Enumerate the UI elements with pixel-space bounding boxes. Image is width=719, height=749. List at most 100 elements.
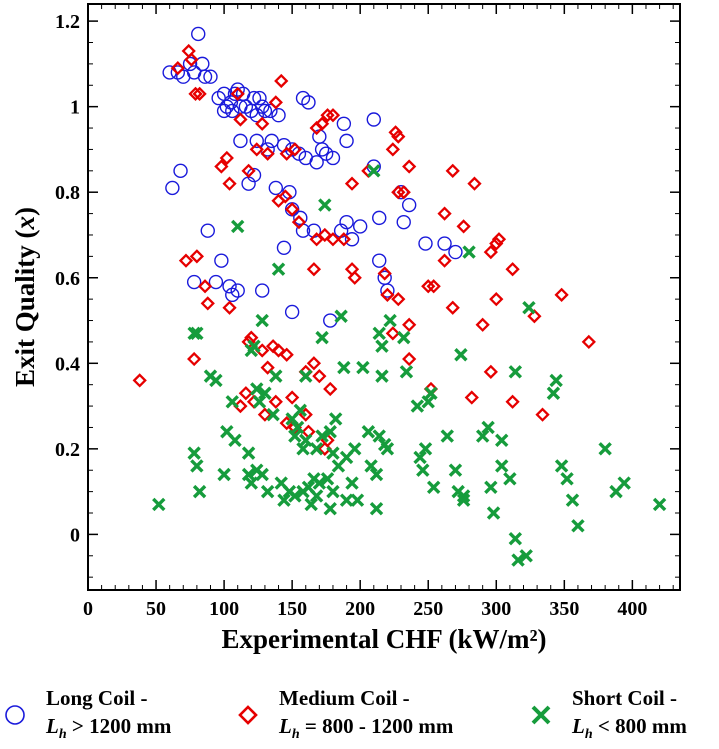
data-point-x xyxy=(309,442,324,456)
data-point-circle xyxy=(264,133,279,149)
series-diamond xyxy=(132,43,596,456)
data-point-diamond xyxy=(214,159,229,174)
data-point-x xyxy=(454,348,468,362)
data-point-diamond xyxy=(402,317,417,332)
data-point-diamond xyxy=(189,249,204,264)
data-point-x xyxy=(217,467,231,482)
data-point-x xyxy=(372,429,386,443)
x-axis-title: Experimental CHF (kW/m²) xyxy=(221,624,546,654)
data-point-circle xyxy=(418,236,433,251)
data-point-circle xyxy=(191,26,206,42)
data-point-circle xyxy=(203,69,218,84)
data-point-x xyxy=(328,412,343,426)
data-point-circle xyxy=(437,236,452,251)
data-point-circle xyxy=(352,219,368,234)
data-point-diamond xyxy=(402,159,417,174)
data-point-circle xyxy=(214,253,229,268)
x-tick-label: 250 xyxy=(413,598,443,620)
data-point-x xyxy=(304,497,318,512)
data-point-circle xyxy=(301,95,316,110)
data-point-diamond xyxy=(260,360,275,375)
data-point-x xyxy=(486,506,501,520)
legend-medium-coil-sub: h xyxy=(291,727,300,743)
data-point-x xyxy=(549,373,563,388)
data-point-diamond xyxy=(241,163,256,178)
data-point-x xyxy=(290,420,305,435)
data-point-circle xyxy=(372,210,387,226)
data-point-x xyxy=(228,433,242,447)
data-point-x xyxy=(271,262,286,276)
data-point-x xyxy=(413,450,427,465)
data-point-diamond xyxy=(260,146,275,161)
data-point-diamond xyxy=(377,266,392,281)
data-point-diamond xyxy=(317,227,332,243)
data-point-circle xyxy=(225,287,240,303)
data-point-diamond xyxy=(505,394,520,409)
data-point-circle xyxy=(233,133,248,149)
data-point-x xyxy=(554,459,569,473)
data-point-x xyxy=(475,429,490,443)
legend-long-coil-var: L xyxy=(46,714,59,738)
legend-medium-coil-range: = 800 - 1200 mm xyxy=(299,714,454,738)
data-point-x xyxy=(448,463,463,477)
data-point-diamond xyxy=(255,116,270,131)
data-point-diamond xyxy=(287,142,302,157)
data-point-x xyxy=(152,497,166,512)
x-tick-label: 400 xyxy=(617,598,647,620)
data-point-diamond xyxy=(265,339,281,354)
legend-short-coil-title: Short Coil - xyxy=(572,686,677,710)
data-point-diamond xyxy=(178,253,194,268)
y-tick-label: 0.4 xyxy=(55,353,80,375)
data-point-diamond xyxy=(391,129,406,144)
data-point-x xyxy=(296,442,310,456)
data-point-x xyxy=(369,467,384,482)
data-point-x xyxy=(288,489,302,503)
data-point-diamond xyxy=(233,112,248,127)
data-point-x xyxy=(247,339,261,353)
data-point-diamond xyxy=(187,351,202,367)
data-point-diamond xyxy=(391,292,406,307)
x-tick-label: 200 xyxy=(345,598,375,620)
scatter-chart: 0 50 100 150 200 250 300 350 400 0 0.2 0.4 0.6 0.8 1 1.… xyxy=(10,3,681,654)
data-point-diamond xyxy=(279,347,294,362)
data-point-circle xyxy=(336,116,352,131)
data-point-x xyxy=(190,459,204,473)
legend-long-coil-range: > 1200 mm xyxy=(66,714,172,738)
data-point-x xyxy=(410,399,425,413)
data-point-diamond xyxy=(491,232,507,247)
data-point-diamond xyxy=(184,52,199,67)
data-point-circle xyxy=(309,155,324,170)
data-point-x xyxy=(345,476,359,490)
x-tick-label: 150 xyxy=(277,598,307,620)
data-point-x xyxy=(187,446,201,460)
data-point-circle xyxy=(254,283,270,298)
legend-x-icon xyxy=(531,705,551,725)
data-point-circle xyxy=(271,108,286,123)
data-point-x xyxy=(315,330,329,345)
data-point-x xyxy=(416,463,430,477)
data-point-diamond xyxy=(306,356,322,371)
data-point-x xyxy=(375,369,389,383)
data-point-x xyxy=(299,433,313,447)
legend-medium-coil: Medium Coil - Lh = 800 - 1200 mm xyxy=(235,680,505,744)
data-point-x xyxy=(560,472,574,486)
data-point-diamond xyxy=(475,317,490,332)
data-point-diamond xyxy=(445,163,460,178)
data-point-x xyxy=(424,386,438,400)
data-point-x xyxy=(337,360,351,375)
data-point-diamond xyxy=(320,108,335,123)
data-point-circle xyxy=(372,253,387,268)
data-point-circle xyxy=(448,244,463,260)
data-point-x xyxy=(598,442,612,456)
data-point-circle xyxy=(208,274,224,290)
data-point-diamond xyxy=(347,270,362,285)
data-point-diamond xyxy=(285,390,300,405)
data-point-x xyxy=(383,313,397,328)
data-point-diamond xyxy=(325,108,341,123)
data-point-circle xyxy=(200,223,215,238)
data-point-diamond xyxy=(314,116,330,131)
data-point-diamond xyxy=(437,253,452,268)
data-point-circle xyxy=(284,304,300,320)
data-point-diamond xyxy=(426,279,441,294)
legend-medium-coil-title: Medium Coil - xyxy=(279,686,410,710)
